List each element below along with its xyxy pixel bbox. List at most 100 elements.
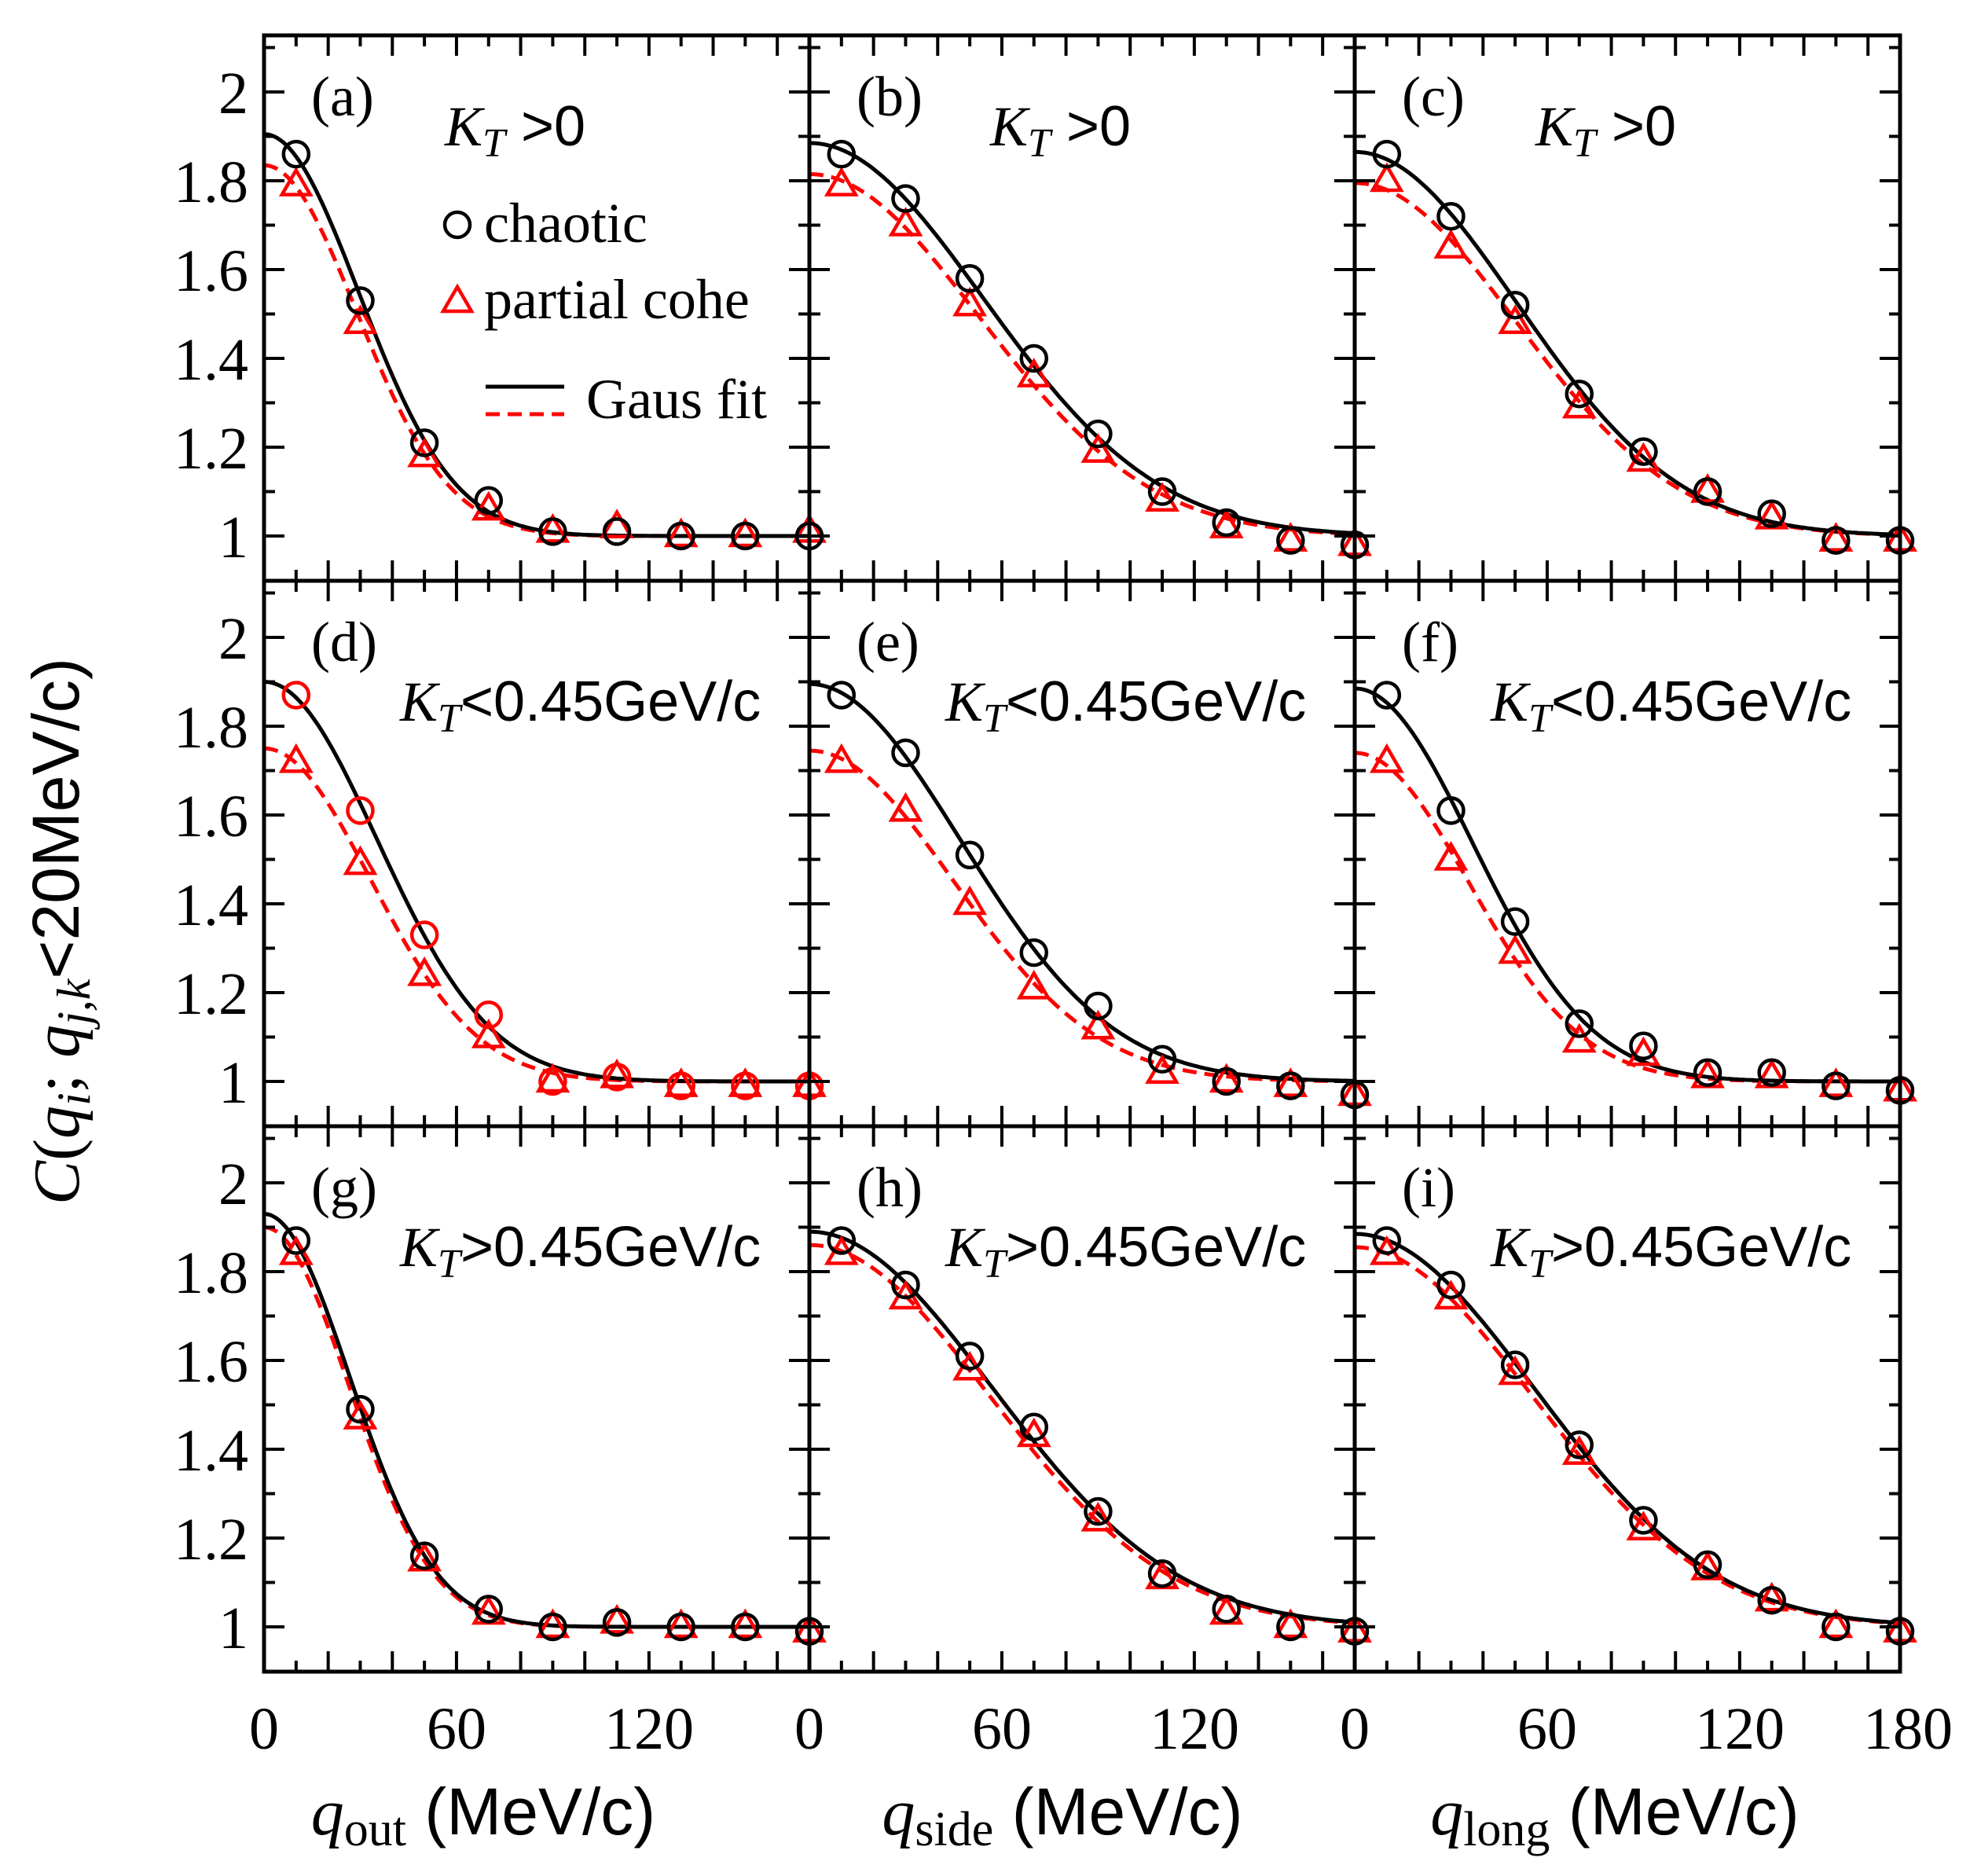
partial-point [1626, 1036, 1661, 1066]
chaotic-point [346, 796, 375, 825]
xlabel-out: qout (MeV/c) [311, 1775, 656, 1856]
legend-partial-label: partial cohe [484, 268, 750, 331]
panel-e: (e) KT<0.45GeV/c [809, 611, 1372, 1110]
chaotic-point [1565, 1009, 1594, 1038]
ytick-label-r3-2: 2 [218, 1151, 248, 1217]
kt-k: K [1490, 1216, 1532, 1279]
ytick-label-r1-1.6: 1.6 [174, 238, 248, 304]
chaotic-point [1693, 477, 1722, 506]
ytick-label-r1-1: 1 [218, 505, 248, 571]
kt-sub: T [438, 696, 463, 741]
partial-point [1818, 1067, 1854, 1097]
partial-point [1433, 229, 1469, 259]
panel-label: (b) [857, 65, 923, 128]
partial-point [471, 490, 506, 521]
kt-condition: KT>0.45GeV/c [1490, 1216, 1851, 1287]
kt-sub: T [1573, 121, 1598, 166]
kt-cond: >0 [505, 95, 585, 158]
chaotic-point [1372, 139, 1402, 169]
partial-point [600, 1603, 634, 1634]
legend-partial-marker [440, 283, 475, 314]
panel-g: (g) KT>0.45GeV/c [263, 1156, 827, 1646]
xtick-label-180-c: 180 [1863, 1696, 1953, 1762]
xtick-label-0-b: 0 [794, 1696, 824, 1762]
ylabel-q2: q [20, 1025, 94, 1058]
ytick-label-r3-1.8: 1.8 [174, 1240, 248, 1306]
chaotic-point [1212, 1595, 1241, 1624]
chaotic-point [1019, 938, 1049, 967]
chaotic-point [1436, 201, 1466, 231]
partial-point [278, 167, 314, 196]
kt-sub: T [438, 1242, 463, 1287]
chaotic-point [1757, 1058, 1786, 1087]
partial-point [1273, 1608, 1308, 1639]
kt-cond: >0.45GeV/c [1551, 1216, 1851, 1279]
kt-condition: KT<0.45GeV/c [945, 670, 1306, 741]
ytick-label-r2-1.2: 1.2 [174, 961, 248, 1027]
chaotic-point [1276, 1612, 1305, 1642]
kt-sub: T [1528, 1242, 1554, 1287]
chaotic-point [1212, 1066, 1241, 1096]
fit-curve-partial [809, 1243, 1356, 1625]
partial-point [1209, 1063, 1244, 1093]
panel-label: (g) [311, 1156, 377, 1219]
chaotic-point [1821, 1612, 1851, 1642]
ytick-label-r2-1: 1 [218, 1050, 248, 1116]
partial-point [888, 791, 923, 822]
kt-k: K [444, 95, 486, 158]
partial-point [824, 167, 859, 196]
kt-sub: T [482, 121, 508, 166]
chaotic-point [827, 681, 857, 710]
xtick-label-60-b: 60 [972, 1696, 1032, 1762]
chaotic-point [955, 264, 985, 293]
xlabel-out-var: q [311, 1776, 344, 1849]
chaotic-point [538, 1066, 567, 1096]
fit-curve-chaotic [809, 1229, 1356, 1625]
panel-frame [1352, 1124, 1902, 1674]
partial-point [1273, 1067, 1308, 1097]
panel-f: (f) KT<0.45GeV/c [1354, 611, 1917, 1105]
chaotic-point [1565, 379, 1594, 409]
xtick-label-120-c: 120 [1695, 1696, 1785, 1762]
kt-k: K [1490, 670, 1532, 733]
kt-sub: T [1528, 696, 1554, 741]
partial-point [471, 1019, 506, 1048]
xlabel-side-var: q [882, 1776, 915, 1849]
chaotic-point [891, 1270, 920, 1300]
chaotic-point [346, 1394, 375, 1424]
chaotic-point [346, 286, 375, 315]
partial-point [1433, 841, 1469, 871]
kt-cond: <0.45GeV/c [1551, 670, 1851, 733]
ylabel-sub2: j,k [48, 978, 100, 1030]
chaotic-point [1757, 1585, 1786, 1615]
partial-point [600, 508, 634, 538]
partial-point [1498, 304, 1533, 335]
chaotic-point [1757, 499, 1786, 528]
partial-point [1818, 522, 1854, 552]
chaotic-point [538, 517, 567, 546]
chaotic-point [602, 517, 632, 546]
xlabel-long-sub: long [1463, 1803, 1550, 1856]
ylabel-open: ( [20, 1139, 94, 1161]
xlabel-long-var: q [1430, 1776, 1463, 1849]
chaotic-point [1084, 1496, 1113, 1526]
partial-point [728, 1608, 763, 1639]
kt-sub: T [983, 1242, 1008, 1287]
panel-d: (d) KT<0.45GeV/c [263, 611, 827, 1100]
panel-label: (h) [857, 1156, 923, 1219]
chaotic-point [827, 139, 857, 169]
partial-point [728, 1067, 763, 1097]
partial-point [343, 845, 378, 876]
fit-curve-chaotic [809, 141, 1356, 535]
ytick-label-r3-1: 1 [218, 1595, 248, 1661]
partial-point [1561, 1435, 1597, 1465]
fit-curve-partial [809, 748, 1356, 1084]
kt-k: K [945, 1216, 986, 1279]
ytick-label-r2-1.6: 1.6 [174, 784, 248, 850]
chaotic-point [1821, 526, 1851, 555]
ylabel-sub1: i [48, 1092, 100, 1106]
panel-i: (i) KT>0.45GeV/c [1354, 1156, 1917, 1646]
kt-condition: KT<0.45GeV/c [399, 670, 761, 741]
chaotic-point [955, 840, 985, 870]
